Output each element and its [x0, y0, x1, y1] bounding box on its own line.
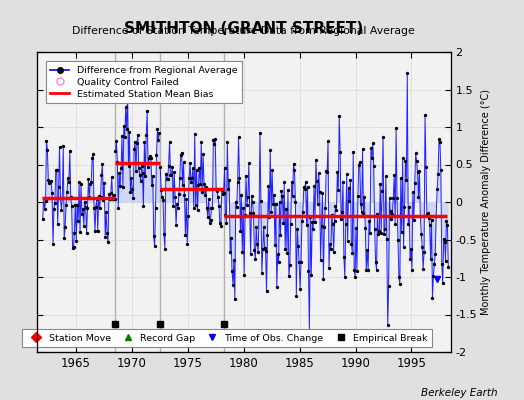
Text: Difference of Station Temperature Data from Regional Average: Difference of Station Temperature Data f… [72, 26, 415, 36]
Y-axis label: Monthly Temperature Anomaly Difference (°C): Monthly Temperature Anomaly Difference (… [481, 89, 492, 315]
Text: Berkeley Earth: Berkeley Earth [421, 388, 498, 398]
Legend: Station Move, Record Gap, Time of Obs. Change, Empirical Break: Station Move, Record Gap, Time of Obs. C… [22, 329, 432, 347]
Title: SMITHTON (GRANT STREET): SMITHTON (GRANT STREET) [124, 20, 363, 36]
